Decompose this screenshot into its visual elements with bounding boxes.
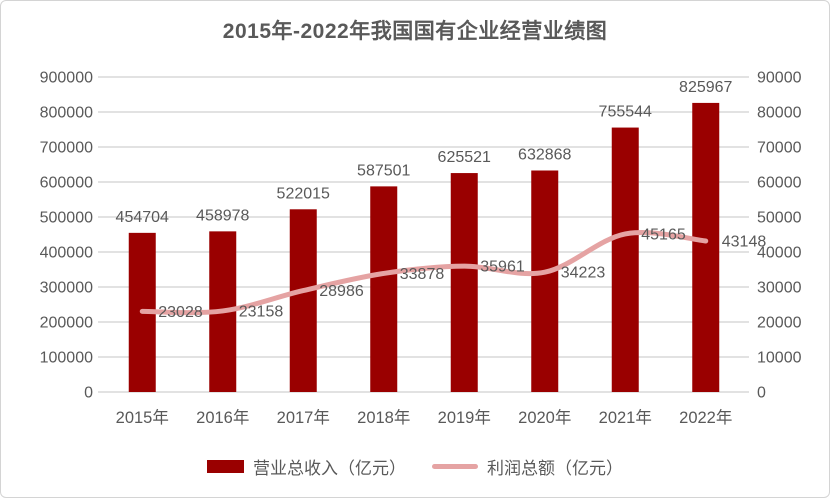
svg-text:33878: 33878 [400, 266, 445, 283]
svg-text:625521: 625521 [438, 149, 491, 166]
svg-text:2016年: 2016年 [196, 408, 249, 427]
legend-item-profit: 利润总额（亿元） [432, 454, 623, 479]
svg-text:70000: 70000 [757, 140, 802, 157]
svg-text:454704: 454704 [116, 209, 169, 226]
svg-text:45165: 45165 [641, 226, 686, 243]
svg-text:0: 0 [757, 385, 766, 402]
svg-text:23158: 23158 [239, 303, 284, 320]
legend-item-revenue: 营业总收入（亿元） [207, 454, 406, 479]
svg-text:2018年: 2018年 [357, 408, 410, 427]
svg-text:200000: 200000 [40, 315, 93, 332]
svg-text:2017年: 2017年 [277, 408, 330, 427]
svg-text:35961: 35961 [480, 259, 525, 276]
svg-text:800000: 800000 [40, 105, 93, 122]
svg-text:2015年: 2015年 [116, 408, 169, 427]
svg-text:755544: 755544 [599, 104, 652, 121]
svg-text:500000: 500000 [40, 210, 93, 227]
chart-legend: 营业总收入（亿元） 利润总额（亿元） [1, 454, 829, 479]
legend-label-profit: 利润总额（亿元） [487, 459, 623, 478]
svg-text:80000: 80000 [757, 105, 802, 122]
svg-text:400000: 400000 [40, 245, 93, 262]
svg-text:50000: 50000 [757, 210, 802, 227]
svg-text:300000: 300000 [40, 280, 93, 297]
legend-label-revenue: 营业总收入（亿元） [253, 459, 406, 478]
svg-text:522015: 522015 [277, 185, 330, 202]
svg-text:632868: 632868 [518, 146, 571, 163]
svg-text:90000: 90000 [757, 70, 802, 87]
svg-text:825967: 825967 [679, 79, 732, 96]
svg-text:900000: 900000 [40, 70, 93, 87]
svg-text:0: 0 [84, 385, 93, 402]
svg-text:2019年: 2019年 [438, 408, 491, 427]
svg-text:34223: 34223 [561, 265, 606, 282]
svg-text:587501: 587501 [357, 162, 410, 179]
svg-text:458978: 458978 [196, 207, 249, 224]
svg-text:20000: 20000 [757, 315, 802, 332]
svg-text:28986: 28986 [319, 283, 364, 300]
svg-text:30000: 30000 [757, 280, 802, 297]
svg-text:60000: 60000 [757, 175, 802, 192]
svg-text:40000: 40000 [757, 245, 802, 262]
svg-text:10000: 10000 [757, 350, 802, 367]
svg-text:2022年: 2022年 [679, 408, 732, 427]
profit-line-swatch-icon [432, 464, 478, 469]
svg-text:700000: 700000 [40, 140, 93, 157]
svg-text:43148: 43148 [722, 233, 767, 250]
svg-text:2021年: 2021年 [599, 408, 652, 427]
svg-text:23028: 23028 [158, 304, 203, 321]
chart-title: 2015年-2022年我国国有企业经营业绩图 [222, 20, 608, 43]
revenue-bar-swatch-icon [207, 460, 244, 473]
svg-text:600000: 600000 [40, 175, 93, 192]
svg-text:2020年: 2020年 [518, 408, 571, 427]
svg-text:100000: 100000 [40, 350, 93, 367]
